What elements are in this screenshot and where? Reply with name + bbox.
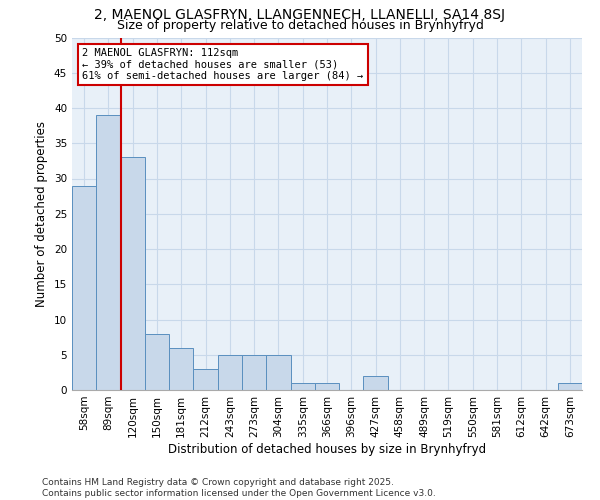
- Text: 2 MAENOL GLASFRYN: 112sqm
← 39% of detached houses are smaller (53)
61% of semi-: 2 MAENOL GLASFRYN: 112sqm ← 39% of detac…: [82, 48, 364, 82]
- Bar: [290, 383, 315, 390]
- Bar: [96, 115, 121, 390]
- Bar: [193, 369, 218, 390]
- X-axis label: Distribution of detached houses by size in Brynhyfryd: Distribution of detached houses by size …: [168, 442, 486, 456]
- Bar: [266, 355, 290, 390]
- Bar: [72, 186, 96, 390]
- Text: Contains HM Land Registry data © Crown copyright and database right 2025.
Contai: Contains HM Land Registry data © Crown c…: [42, 478, 436, 498]
- Text: Size of property relative to detached houses in Brynhyfryd: Size of property relative to detached ho…: [116, 18, 484, 32]
- Bar: [242, 355, 266, 390]
- Bar: [558, 383, 582, 390]
- Bar: [145, 334, 169, 390]
- Bar: [364, 376, 388, 390]
- Bar: [121, 158, 145, 390]
- Y-axis label: Number of detached properties: Number of detached properties: [35, 120, 49, 306]
- Bar: [315, 383, 339, 390]
- Bar: [169, 348, 193, 390]
- Bar: [218, 355, 242, 390]
- Text: 2, MAENOL GLASFRYN, LLANGENNECH, LLANELLI, SA14 8SJ: 2, MAENOL GLASFRYN, LLANGENNECH, LLANELL…: [95, 8, 505, 22]
